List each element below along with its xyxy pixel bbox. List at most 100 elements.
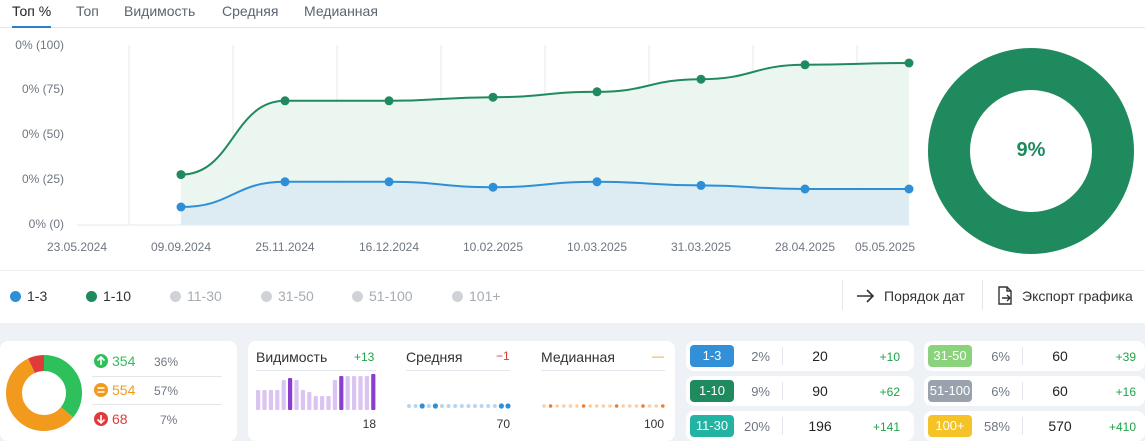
- range-badge: 31-50: [928, 345, 972, 367]
- range-count: 90: [812, 383, 828, 399]
- export-chart-label: Экспорт графика: [1022, 288, 1133, 304]
- sparkdot: [628, 404, 632, 408]
- y-tick-label: 0% (100): [15, 38, 64, 52]
- range-row-51-100[interactable]: 51-100 6% 60 +16: [924, 376, 1145, 406]
- sparkdot: [621, 404, 625, 408]
- legend-item-1-3[interactable]: 1-3: [10, 286, 47, 306]
- export-file-icon: [998, 286, 1012, 305]
- sparkbar: [262, 390, 267, 410]
- tab-bar: Топ % Топ Видимость Средняя Медианная: [0, 0, 1145, 28]
- tab-average[interactable]: Средняя: [222, 3, 279, 19]
- legend-item-31-50[interactable]: 31-50: [261, 286, 314, 306]
- range-separator: [782, 417, 783, 435]
- metric-value-average: 70: [496, 417, 510, 431]
- metric-underline: [541, 370, 665, 371]
- tab-median[interactable]: Медианная: [304, 3, 378, 19]
- range-row-1-3[interactable]: 1-3 2% 20 +10: [686, 341, 914, 371]
- data-point-1-3[interactable]: [384, 177, 394, 187]
- data-point-1-10[interactable]: [696, 74, 706, 84]
- sparkdot: [614, 404, 619, 408]
- tab-top[interactable]: Топ: [76, 3, 99, 19]
- summary-card: 354 36% 554 57% 68 7%: [0, 341, 237, 441]
- x-tick-label: 28.04.2025: [774, 240, 836, 254]
- sparkbar: [288, 378, 293, 410]
- range-delta: +39: [1115, 350, 1136, 364]
- data-point-1-10[interactable]: [176, 170, 186, 180]
- x-tick-label: 16.12.2024: [358, 240, 420, 254]
- sparkbar: [313, 396, 318, 410]
- legend-dot: [261, 290, 272, 302]
- median-sparkdots: [542, 404, 665, 408]
- range-row-31-50[interactable]: 31-50 6% 60 +39: [924, 341, 1145, 371]
- sparkdot: [548, 404, 553, 408]
- range-badge: 1-3: [690, 345, 734, 367]
- metric-delta-average: −1: [496, 349, 510, 363]
- legend-item-101-plus[interactable]: 101+: [452, 286, 501, 306]
- range-badge: 1-10: [690, 380, 734, 402]
- data-point-1-3[interactable]: [904, 184, 914, 194]
- data-point-1-3[interactable]: [280, 177, 290, 187]
- sparkdot: [466, 404, 471, 408]
- range-row-1-10[interactable]: 1-10 9% 90 +62: [686, 376, 914, 406]
- data-point-1-10[interactable]: [904, 58, 914, 68]
- data-point-1-3[interactable]: [176, 202, 186, 212]
- data-point-1-3[interactable]: [592, 177, 602, 187]
- range-delta: +10: [879, 350, 900, 364]
- legend-item-51-100[interactable]: 51-100: [352, 286, 413, 306]
- legend-dot: [10, 290, 21, 302]
- sparkdot: [588, 404, 592, 408]
- sparkbar: [339, 376, 344, 410]
- range-separator: [1022, 382, 1023, 400]
- sparkdot: [459, 404, 464, 408]
- decline-pct: 7%: [160, 413, 178, 427]
- panel-divider: [0, 270, 1145, 271]
- tab-visibility[interactable]: Видимость: [124, 3, 196, 19]
- sparkdot: [647, 404, 652, 408]
- sparkbar: [326, 396, 331, 410]
- range-count: 60: [1052, 383, 1068, 399]
- range-separator: [782, 347, 783, 365]
- decline-count: 68: [112, 411, 128, 427]
- export-chart-button[interactable]: Экспорт графика: [996, 284, 1133, 308]
- sparkbar: [364, 376, 369, 410]
- sparkbar: [352, 376, 357, 410]
- sparkbar: [281, 380, 286, 410]
- sparkbar: [300, 390, 305, 410]
- data-point-1-10[interactable]: [384, 96, 394, 106]
- range-count: 60: [1052, 348, 1068, 364]
- arrow-down-icon: [94, 412, 108, 426]
- sparkdot: [581, 404, 586, 408]
- sparkdot: [479, 404, 484, 408]
- tab-top-percent[interactable]: Топ %: [12, 0, 52, 28]
- data-point-1-3[interactable]: [488, 182, 498, 192]
- legend-item-11-30[interactable]: 11-30: [170, 286, 222, 306]
- range-row-100-plus[interactable]: 100+ 58% 570 +410: [924, 411, 1145, 441]
- sparkdot: [654, 404, 658, 408]
- visibility-sparkbars: [256, 374, 376, 410]
- range-badge: 51-100: [928, 380, 972, 402]
- sparkdot: [601, 404, 606, 408]
- sparkdot: [440, 404, 444, 408]
- x-tick-label: 25.11.2024: [255, 240, 315, 254]
- range-separator: [1022, 347, 1023, 365]
- range-row-11-30[interactable]: 11-30 20% 196 +141: [686, 411, 914, 441]
- unchanged-count: 554: [112, 382, 136, 398]
- legend-item-1-10[interactable]: 1-10: [86, 286, 131, 306]
- sparkbar: [294, 380, 299, 410]
- range-count: 196: [808, 418, 832, 434]
- data-point-1-10[interactable]: [592, 87, 602, 97]
- date-order-button[interactable]: Порядок дат: [856, 284, 965, 308]
- data-point-1-10[interactable]: [488, 92, 498, 102]
- data-point-1-10[interactable]: [800, 60, 810, 70]
- data-point-1-10[interactable]: [280, 96, 290, 106]
- sparkbar: [358, 376, 363, 410]
- summary-donut-slice: [6, 355, 82, 431]
- sparkdot: [426, 404, 431, 408]
- data-point-1-3[interactable]: [800, 184, 810, 194]
- sparkdot: [595, 404, 599, 408]
- sparkdot: [634, 404, 639, 408]
- data-point-1-3[interactable]: [696, 180, 706, 190]
- summary-donut-slice: [6, 355, 82, 431]
- legend-label: 31-50: [278, 288, 314, 304]
- x-tick-label: 31.03.2025: [670, 240, 732, 254]
